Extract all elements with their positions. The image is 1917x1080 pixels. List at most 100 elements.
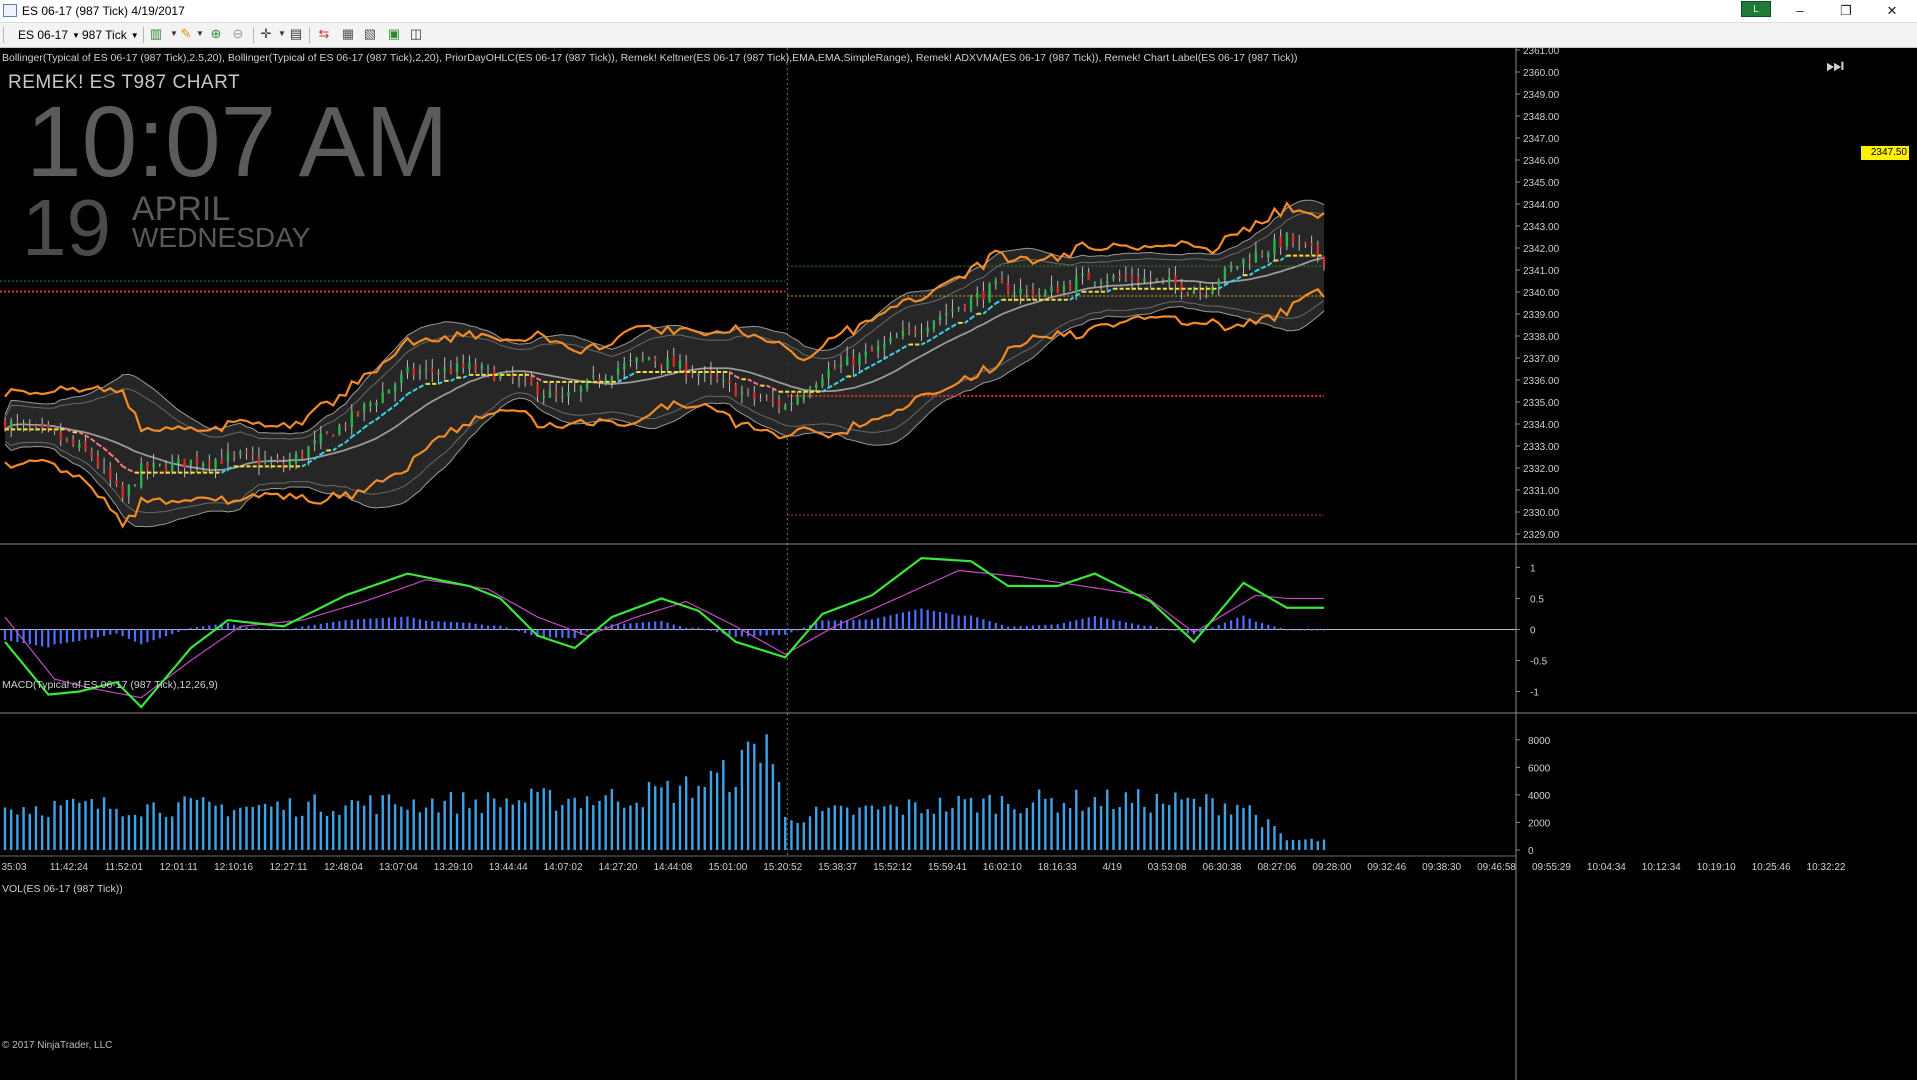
macd-histogram-bar [647, 621, 651, 630]
volume-bar [616, 801, 620, 850]
candle-body [47, 424, 50, 429]
time-axis-label: 13:44:44 [489, 862, 528, 873]
time-axis-label: 10:25:46 [1752, 862, 1791, 873]
volume-bar [808, 816, 812, 850]
volume-bar [1180, 799, 1183, 850]
macd-histogram-bar [1199, 629, 1202, 633]
adxvma-segment [78, 431, 86, 437]
pencil-icon[interactable]: ✎ [180, 26, 192, 41]
macd-histogram-bar [877, 617, 880, 630]
macd-histogram-bar [356, 619, 360, 630]
candle-body [282, 463, 285, 467]
restore-button[interactable]: ❐ [1840, 3, 1852, 18]
candle-body [784, 405, 787, 410]
candle-body [561, 396, 564, 398]
macd-histogram-bar [115, 629, 118, 634]
volume-bar [988, 794, 991, 850]
macd-histogram-bar [363, 618, 366, 630]
adxvma-segment [747, 378, 755, 384]
time-axis-label: 14:27:20 [599, 862, 638, 873]
properties-icon[interactable]: ▣ [387, 26, 401, 41]
toolbar-separator [143, 27, 144, 43]
adxvma-segment [332, 445, 340, 452]
interval-selector[interactable]: 987 Tick ▼ [82, 28, 139, 42]
chevron-down-icon[interactable]: ▼ [170, 29, 178, 38]
volume-bar [660, 787, 663, 850]
adxvma-segment [1230, 277, 1238, 283]
adxvma-segment [344, 436, 353, 444]
macd-histogram-bar [1236, 617, 1239, 630]
price-axis-label: 2348.00 [1523, 112, 1560, 123]
candle-body [201, 463, 205, 467]
crosshair-icon[interactable]: ✛ [260, 26, 272, 41]
data-box-icon[interactable]: ▤ [289, 26, 303, 41]
candle-body [536, 383, 539, 397]
bar-type-icon[interactable]: ▥ [149, 26, 163, 41]
instrument-selector[interactable]: ES 06-17 ▼ [18, 28, 80, 42]
chevron-down-icon[interactable]: ▼ [278, 29, 286, 38]
volume-bar [511, 804, 514, 850]
candle-body [1248, 260, 1251, 263]
macd-histogram-bar [536, 629, 539, 637]
volume-bar [821, 811, 824, 850]
adxvma-segment [877, 357, 885, 363]
macd-histogram-bar [1000, 624, 1004, 630]
candle-body [1031, 290, 1035, 297]
templates-icon[interactable]: ◫ [409, 26, 423, 41]
volume-axis-label: 4000 [1528, 791, 1551, 802]
macd-histogram-bar [276, 629, 279, 631]
volume-bar [802, 822, 806, 850]
time-axis-label: 10:04:34 [1587, 862, 1626, 873]
macd-histogram-bar [864, 619, 867, 630]
volume-bar [765, 734, 768, 850]
close-button[interactable]: ✕ [1886, 3, 1898, 18]
adxvma-segment [1280, 254, 1288, 262]
indicators-icon[interactable]: ▦ [341, 26, 355, 41]
volume-bar [1118, 807, 1121, 850]
candle-body [121, 485, 124, 498]
time-axis-label: 03:53:08 [1148, 862, 1187, 873]
volume-bar [393, 804, 397, 850]
candle-body [443, 367, 446, 372]
price-axis-label: 2345.00 [1523, 178, 1560, 189]
chevron-down-icon[interactable]: ▼ [196, 29, 204, 38]
zoom-out-icon[interactable]: ⊖ [232, 26, 244, 41]
zoom-in-icon[interactable]: ⊕ [210, 26, 222, 41]
candle-body [647, 357, 651, 360]
volume-bar [493, 798, 496, 850]
strategies-icon[interactable]: ▧ [363, 26, 377, 41]
chart-name-label: REMEK! ES T987 CHART [8, 72, 241, 93]
candle-body [635, 357, 638, 363]
candle-body [1260, 253, 1264, 255]
adxvma-segment [363, 422, 371, 429]
chart-canvas[interactable]: 2361.00 2360.00 2349.00 2348.00 2347.00 2346.… [0, 48, 1917, 1080]
macd-histogram-bar [1062, 622, 1066, 630]
volume-bar [505, 798, 508, 850]
minimize-button[interactable]: – [1796, 3, 1804, 18]
candle-body [870, 348, 874, 352]
chevron-down-icon: ▼ [72, 31, 80, 41]
volume-bar [1019, 813, 1022, 850]
volume-bar [945, 811, 948, 850]
link-button[interactable]: L [1741, 1, 1771, 17]
macd-histogram-bar [1186, 629, 1189, 634]
macd-series [3, 556, 1326, 709]
candle-body [691, 373, 694, 375]
adxvma-segment [369, 418, 378, 424]
price-axis-label: 2341.00 [1523, 266, 1560, 277]
order-entry-icon[interactable]: ⇆ [318, 26, 330, 41]
macd-histogram-bar [282, 629, 285, 631]
macd-histogram-bar [1143, 625, 1146, 630]
macd-histogram-bar [381, 617, 384, 630]
volume-bar [1248, 805, 1251, 850]
scroll-to-end-icon[interactable]: ⏭ [1826, 55, 1844, 77]
candle-body [288, 460, 292, 467]
candle-body [431, 368, 434, 372]
volume-bar [1298, 840, 1301, 850]
macd-histogram-bar [691, 627, 694, 630]
candle-body [1291, 234, 1295, 244]
candle-body [1143, 278, 1146, 282]
adxvma-segment [1249, 270, 1257, 276]
adxvma-segment [883, 354, 892, 360]
candle-body [140, 463, 143, 488]
